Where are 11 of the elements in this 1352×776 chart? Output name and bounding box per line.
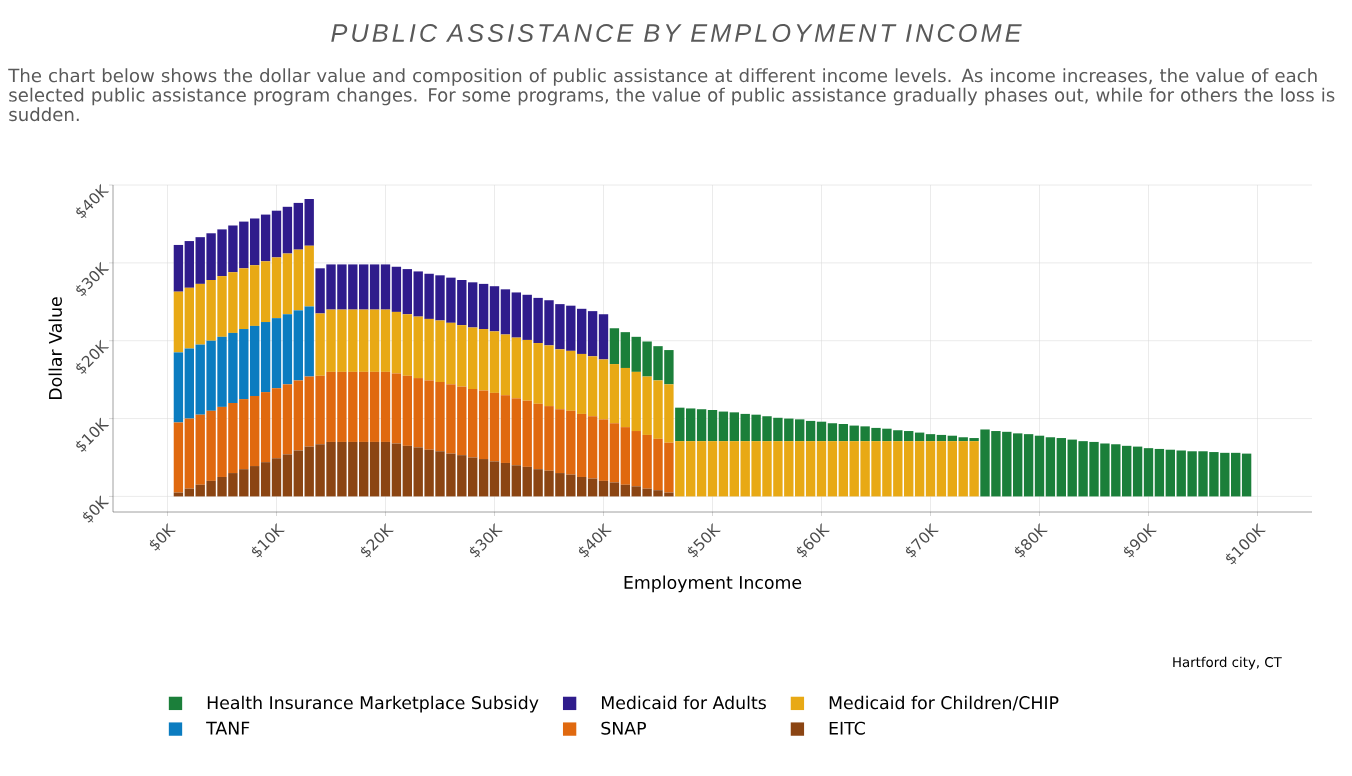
chart-title: PUBLIC ASSISTANCE BY EMPLOYMENT INCOME <box>331 24 1022 42</box>
x-axis-title: Employment Income <box>624 575 802 593</box>
y-axis-title: Dollar Value <box>48 297 62 400</box>
legend-label: Medicaid for Adults <box>601 695 766 710</box>
legend-label: Health Insurance Marketplace Subsidy <box>207 695 539 713</box>
legend-label: EITC <box>829 721 865 735</box>
text: Hartford city, CT <box>1173 656 1282 670</box>
chart-subtitle: The chart below shows the dollar value and composition of public assistance at different income levels. As income increases, the value of each selected public assistance program changes. For some programs, the value of public assistance gradually phases out, while for others the loss is sudden. <box>8 68 1335 122</box>
legend-label: TANF <box>206 721 250 735</box>
legend-label: SNAP <box>601 721 646 735</box>
legend-label: Medicaid for Children/CHIP <box>829 695 1059 711</box>
